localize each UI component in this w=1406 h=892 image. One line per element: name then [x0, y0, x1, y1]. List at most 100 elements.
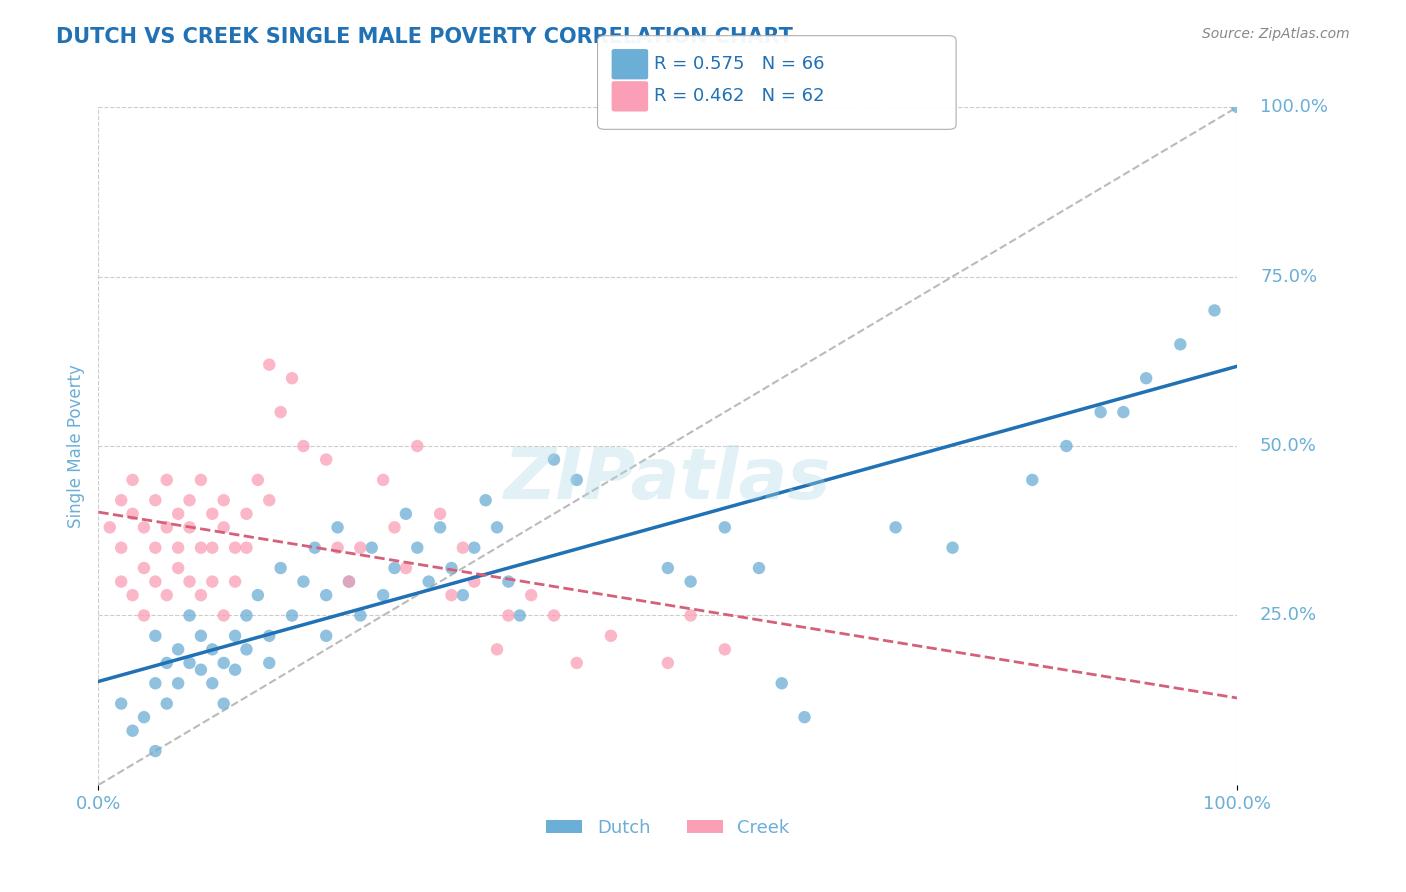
Point [179, 493, 201, 508]
Point [156, 697, 179, 711]
Point [679, 608, 702, 623]
Point [224, 541, 246, 555]
Point [224, 629, 246, 643]
Point [714, 642, 737, 657]
Point [349, 608, 371, 623]
Point [179, 520, 201, 534]
Point [110, 697, 132, 711]
Point [565, 473, 588, 487]
Point [395, 507, 418, 521]
Point [418, 574, 440, 589]
Point [167, 642, 190, 657]
Point [281, 371, 304, 385]
Text: Source: ZipAtlas.com: Source: ZipAtlas.com [1202, 27, 1350, 41]
Point [440, 588, 463, 602]
Point [246, 588, 269, 602]
Point [451, 588, 474, 602]
Point [110, 493, 132, 508]
Point [224, 574, 246, 589]
Point [657, 656, 679, 670]
Point [406, 439, 429, 453]
Text: 75.0%: 75.0% [1260, 268, 1317, 285]
Point [179, 574, 201, 589]
Point [259, 493, 281, 508]
Point [212, 520, 235, 534]
Point [474, 493, 496, 508]
Point [281, 608, 304, 623]
Point [121, 507, 143, 521]
Point [451, 541, 474, 555]
Legend: Dutch, Creek: Dutch, Creek [538, 812, 797, 844]
Point [145, 629, 167, 643]
Point [110, 574, 132, 589]
Point [167, 676, 190, 690]
Point [679, 574, 702, 589]
Point [259, 629, 281, 643]
Point [179, 608, 201, 623]
Text: 100.0%: 100.0% [1260, 98, 1329, 116]
Point [315, 629, 337, 643]
Point [132, 608, 155, 623]
Point [1112, 405, 1135, 419]
Point [190, 588, 212, 602]
Point [259, 656, 281, 670]
Point [270, 405, 292, 419]
Point [201, 541, 224, 555]
Point [1090, 405, 1112, 419]
Text: R = 0.462   N = 62: R = 0.462 N = 62 [654, 87, 824, 105]
Text: ZIPatlas: ZIPatlas [505, 445, 831, 515]
Point [1170, 337, 1192, 351]
Point [145, 541, 167, 555]
Point [1054, 439, 1078, 453]
Point [190, 629, 212, 643]
Point [121, 473, 143, 487]
Text: 25.0%: 25.0% [1260, 607, 1317, 624]
Point [1021, 473, 1043, 487]
Point [1135, 371, 1157, 385]
Point [212, 608, 235, 623]
Point [246, 473, 269, 487]
Point [326, 541, 349, 555]
Point [201, 642, 224, 657]
Point [371, 473, 394, 487]
Point [337, 574, 360, 589]
Point [132, 710, 155, 724]
Point [179, 656, 201, 670]
Point [463, 574, 485, 589]
Point [145, 493, 167, 508]
Point [429, 507, 451, 521]
Point [543, 452, 565, 467]
Point [132, 561, 155, 575]
Point [201, 507, 224, 521]
Text: 50.0%: 50.0% [1260, 437, 1317, 455]
Point [406, 541, 429, 555]
Point [167, 507, 190, 521]
Point [235, 608, 257, 623]
Point [793, 710, 815, 724]
Point [360, 541, 382, 555]
Point [349, 541, 371, 555]
Point [543, 608, 565, 623]
Point [714, 520, 737, 534]
Point [1204, 303, 1226, 318]
Point [235, 642, 257, 657]
Point [98, 520, 121, 534]
Point [292, 574, 315, 589]
Point [509, 608, 531, 623]
Text: DUTCH VS CREEK SINGLE MALE POVERTY CORRELATION CHART: DUTCH VS CREEK SINGLE MALE POVERTY CORRE… [56, 27, 793, 46]
Point [212, 493, 235, 508]
Point [167, 561, 190, 575]
Point [315, 452, 337, 467]
Point [1226, 100, 1249, 114]
Point [259, 358, 281, 372]
Point [942, 541, 965, 555]
Point [156, 588, 179, 602]
Point [486, 642, 509, 657]
Point [748, 561, 770, 575]
Point [770, 676, 793, 690]
Point [395, 561, 418, 575]
Point [145, 676, 167, 690]
Point [190, 473, 212, 487]
Point [384, 520, 406, 534]
Point [315, 588, 337, 602]
